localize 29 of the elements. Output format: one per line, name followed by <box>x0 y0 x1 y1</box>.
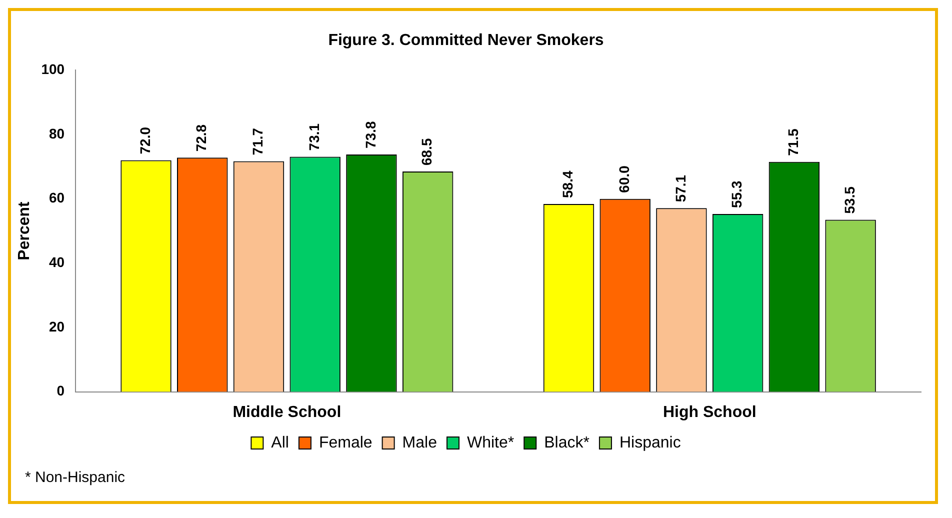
data-label: 55.3 <box>728 180 745 208</box>
data-label: 68.5 <box>418 138 435 166</box>
y-tick-label: 80 <box>48 125 65 142</box>
data-label: 72.0 <box>136 126 153 154</box>
legend-label: Female <box>318 434 372 452</box>
x-tick-label: High School <box>662 404 756 421</box>
y-axis-title: Percent <box>16 200 34 260</box>
data-label: 73.8 <box>362 120 378 148</box>
y-tick-label: 60 <box>48 190 65 206</box>
data-label: 71.5 <box>785 128 802 156</box>
data-label: 60.0 <box>616 165 632 193</box>
data-label: 53.5 <box>841 186 858 214</box>
data-label: 71.7 <box>250 128 266 156</box>
y-tick-label: 100 <box>41 61 65 78</box>
legend-label: Male <box>402 434 438 452</box>
y-tick-label: 40 <box>48 254 65 270</box>
y-tick-label: 20 <box>48 318 65 334</box>
data-label: 58.4 <box>560 170 576 198</box>
legend-label: Black* <box>544 434 590 452</box>
data-label: 73.1 <box>306 123 322 151</box>
legend-label: All <box>271 434 289 452</box>
chart-title: Figure 3. Committed Never Smokers <box>328 32 604 50</box>
x-tick-label: Middle School <box>232 404 342 421</box>
y-tick-label: 0 <box>56 382 65 399</box>
data-label: 72.8 <box>193 124 210 152</box>
text: * Non-Hispanic <box>25 469 126 486</box>
legend-label: White* <box>466 434 514 452</box>
data-label: 57.1 <box>672 174 688 202</box>
legend-label: Hispanic <box>619 434 681 452</box>
